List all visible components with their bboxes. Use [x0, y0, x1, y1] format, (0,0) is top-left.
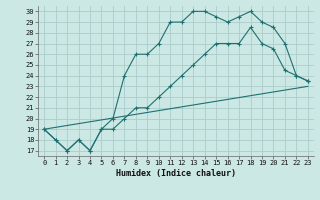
X-axis label: Humidex (Indice chaleur): Humidex (Indice chaleur)	[116, 169, 236, 178]
